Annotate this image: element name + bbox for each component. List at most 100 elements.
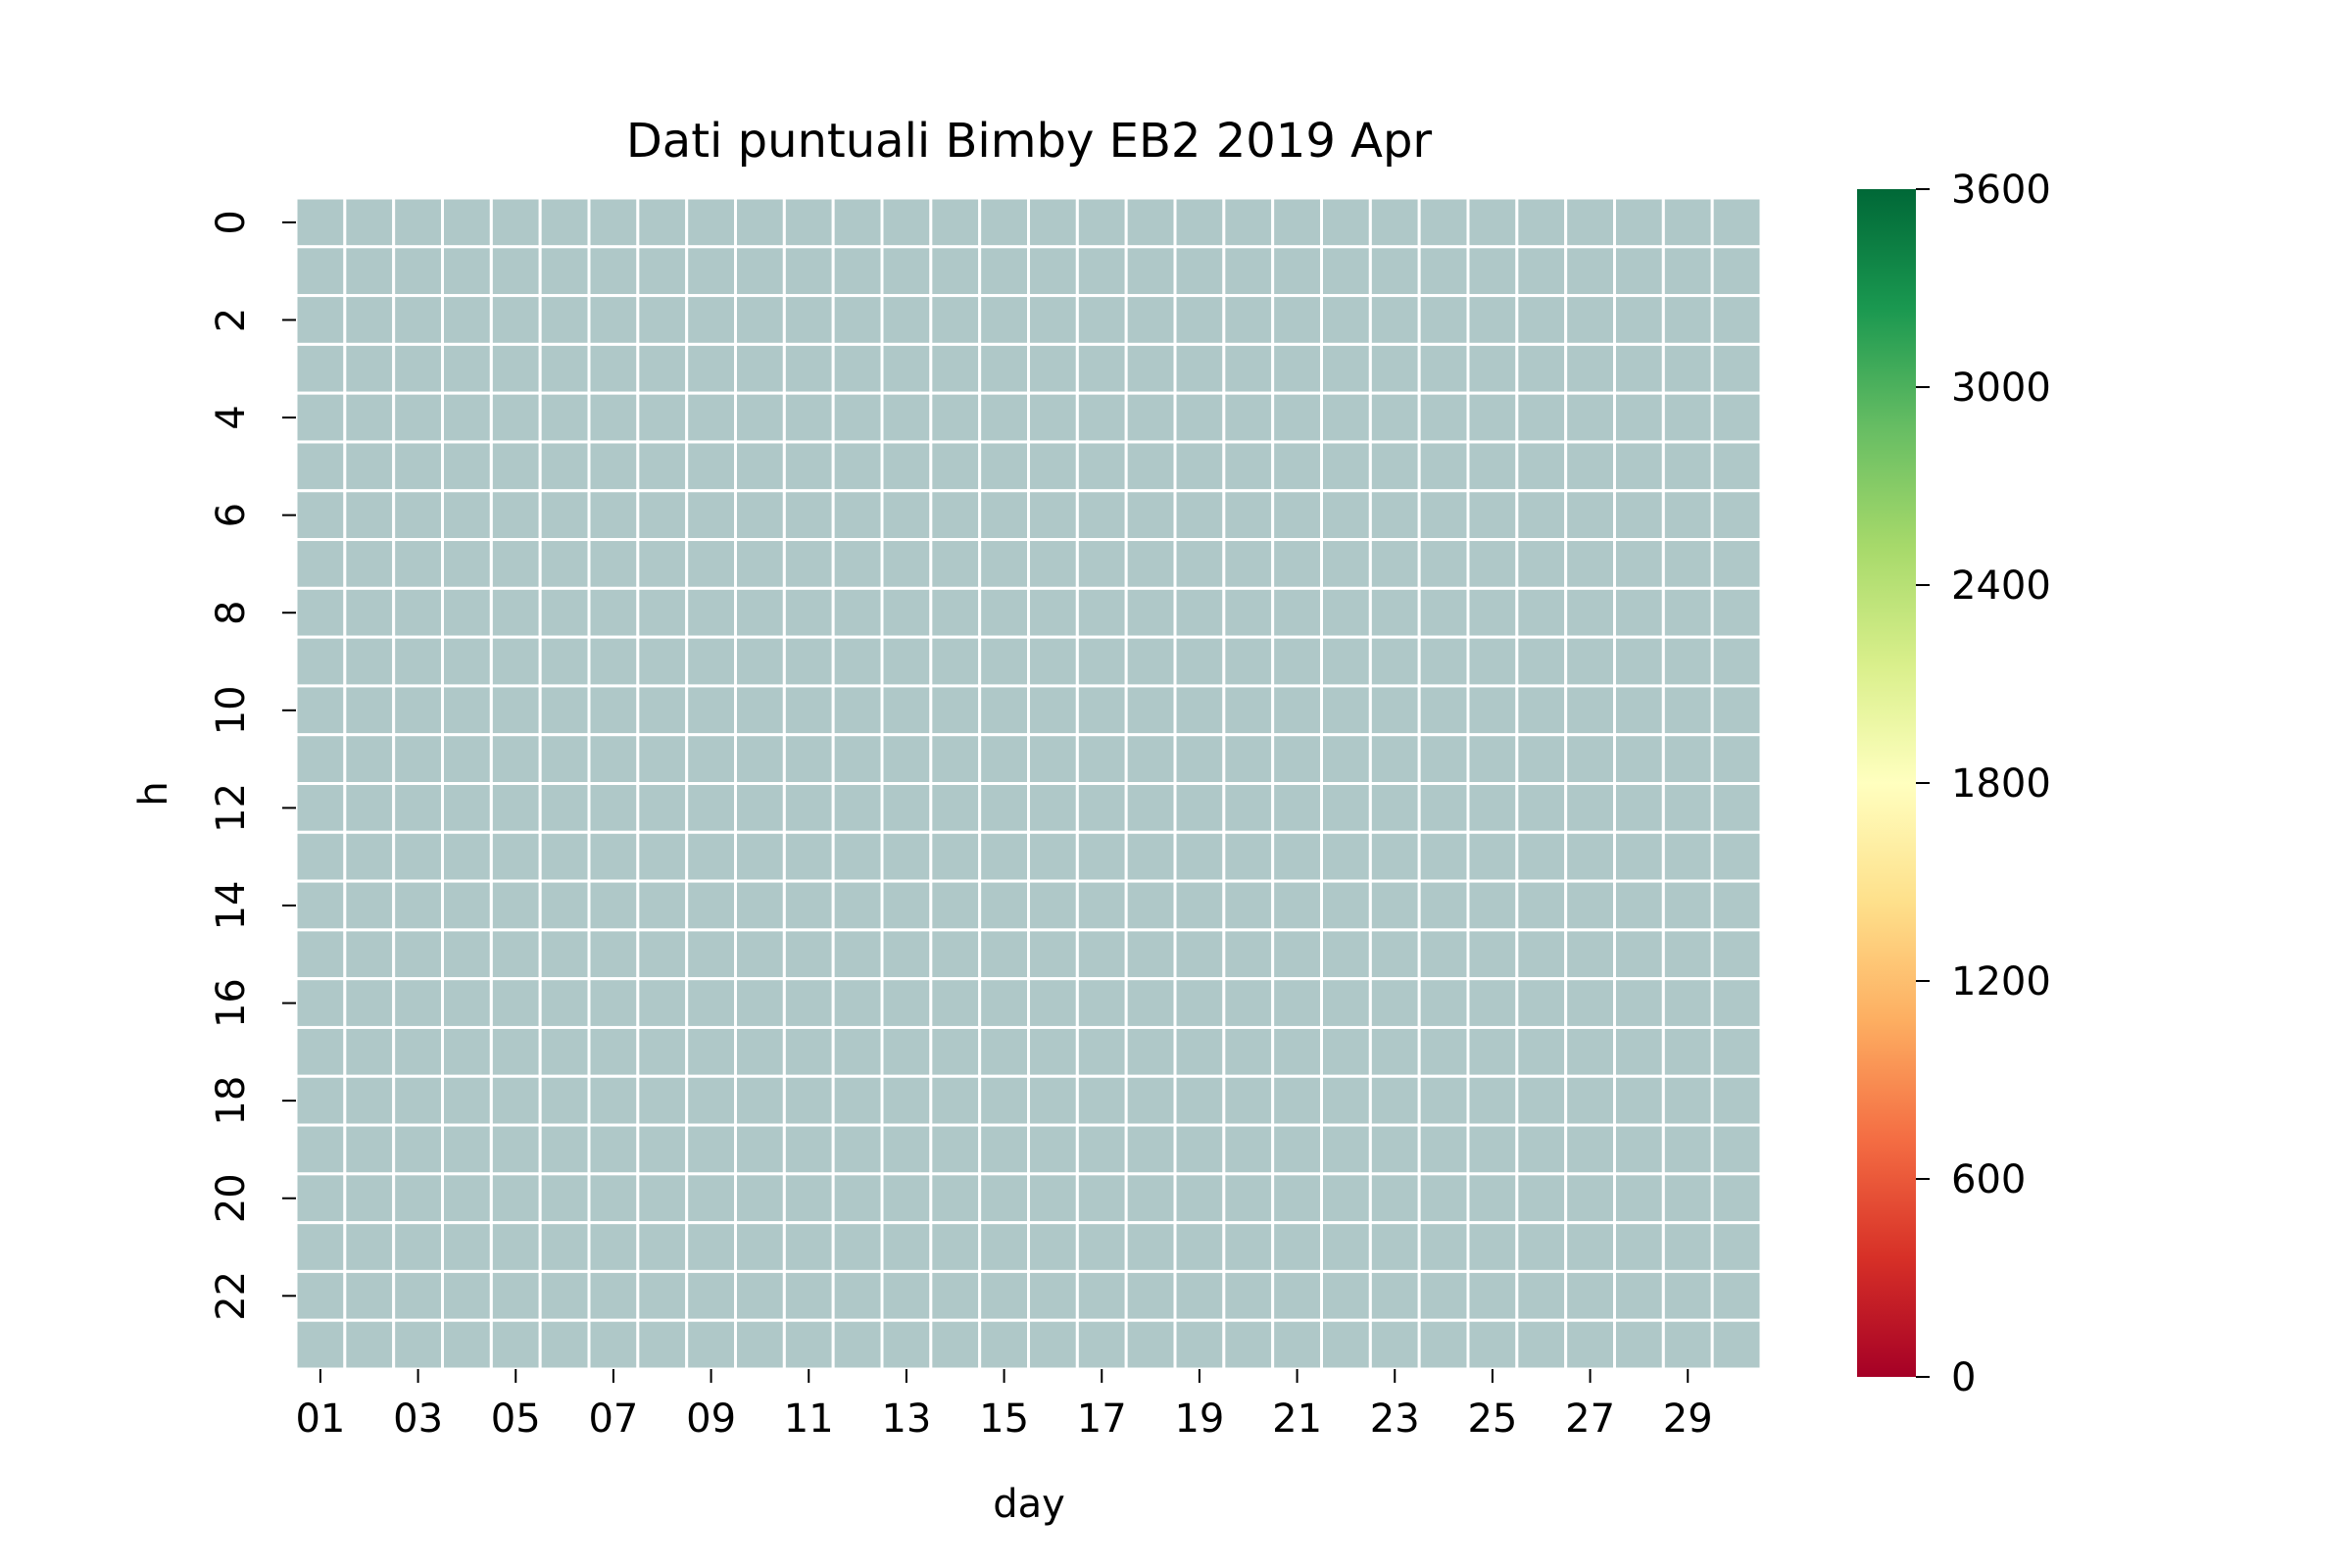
- heatmap-cell: [1417, 830, 1470, 883]
- heatmap-cell: [587, 879, 640, 932]
- heatmap-cell: [831, 1025, 884, 1078]
- heatmap-cell: [1124, 342, 1177, 395]
- heatmap-cell: [1710, 782, 1763, 834]
- heatmap-cell: [587, 294, 640, 346]
- heatmap-cell: [978, 928, 1031, 981]
- heatmap-cell: [1710, 684, 1763, 737]
- heatmap-cell: [489, 1025, 542, 1078]
- heatmap-cell: [1222, 391, 1275, 444]
- heatmap-cell: [538, 440, 591, 493]
- heatmap-cell: [685, 586, 738, 639]
- heatmap-cell: [1515, 782, 1568, 834]
- heatmap-cell: [392, 1221, 444, 1273]
- heatmap-cell: [1320, 440, 1372, 493]
- heatmap-cell: [734, 342, 786, 395]
- x-tick-label: 09: [686, 1396, 736, 1442]
- heatmap-cell: [587, 440, 640, 493]
- heatmap-cell: [1222, 489, 1275, 542]
- heatmap-cell: [685, 391, 738, 444]
- heatmap-cell: [978, 1074, 1031, 1127]
- heatmap-cell: [1613, 586, 1665, 639]
- heatmap-cell: [1661, 391, 1714, 444]
- y-tick-label: 14: [209, 881, 254, 931]
- heatmap-cell: [1027, 635, 1079, 688]
- heatmap-cell: [1075, 635, 1128, 688]
- heatmap-cell: [1124, 879, 1177, 932]
- heatmap-cell: [831, 830, 884, 883]
- heatmap-cell: [489, 1269, 542, 1322]
- heatmap-cell: [1661, 684, 1714, 737]
- heatmap-cell: [1613, 440, 1665, 493]
- heatmap-cell: [1124, 294, 1177, 346]
- heatmap-cell: [831, 342, 884, 395]
- heatmap-cell: [1710, 733, 1763, 785]
- heatmap-cell: [1515, 440, 1568, 493]
- heatmap-cell: [1271, 538, 1323, 590]
- colorbar-ticks: 0 600 1200 1800 2400 3000 3600: [1916, 168, 2051, 1400]
- heatmap-cell: [929, 1318, 982, 1371]
- heatmap-cell: [1417, 1172, 1470, 1225]
- heatmap-cell: [636, 1025, 689, 1078]
- heatmap-cell: [1320, 1025, 1372, 1078]
- heatmap-cell: [636, 635, 689, 688]
- heatmap-cell: [1466, 733, 1519, 785]
- heatmap-cell: [1124, 1318, 1177, 1371]
- heatmap-cell: [1320, 782, 1372, 834]
- heatmap-cell: [782, 1318, 835, 1371]
- heatmap-cell: [685, 489, 738, 542]
- heatmap-cell: [1124, 1269, 1177, 1322]
- heatmap-cell: [929, 684, 982, 737]
- heatmap-cell: [392, 928, 444, 981]
- heatmap-cell: [978, 782, 1031, 834]
- heatmap-cell: [392, 1123, 444, 1176]
- heatmap-cell: [294, 1318, 347, 1371]
- heatmap-cell: [1466, 684, 1519, 737]
- heatmap-cell: [1173, 586, 1226, 639]
- heatmap-cell: [1320, 294, 1372, 346]
- y-tick-label: 0: [209, 210, 254, 234]
- heatmap-cell: [880, 1269, 933, 1322]
- heatmap-cell: [1320, 977, 1372, 1029]
- heatmap-cell: [831, 1269, 884, 1322]
- heatmap-cell: [1027, 294, 1079, 346]
- heatmap-cell: [978, 684, 1031, 737]
- heatmap-cell: [685, 342, 738, 395]
- heatmap-cell: [1124, 1123, 1177, 1176]
- heatmap-cell: [1222, 928, 1275, 981]
- heatmap-cell: [1368, 635, 1421, 688]
- heatmap-cell: [489, 830, 542, 883]
- heatmap-cell: [1222, 245, 1275, 298]
- heatmap-cell: [489, 733, 542, 785]
- heatmap-cell: [1661, 245, 1714, 298]
- heatmap-cell: [1661, 830, 1714, 883]
- heatmap-cell: [1027, 1172, 1079, 1225]
- heatmap-cell: [1613, 196, 1665, 249]
- heatmap-cell: [929, 1123, 982, 1176]
- heatmap-cell: [1613, 1269, 1665, 1322]
- heatmap-cell: [1466, 538, 1519, 590]
- heatmap-cell: [392, 538, 444, 590]
- heatmap-cell: [538, 782, 591, 834]
- x-tick-label: 01: [295, 1396, 345, 1442]
- heatmap-cell: [1320, 733, 1372, 785]
- heatmap-cell: [685, 1025, 738, 1078]
- heatmap-cell: [929, 733, 982, 785]
- heatmap-cell: [1173, 1318, 1226, 1371]
- heatmap-cell: [1173, 245, 1226, 298]
- heatmap-cell: [538, 1221, 591, 1273]
- heatmap-cell: [392, 586, 444, 639]
- heatmap-cell: [343, 440, 396, 493]
- heatmap-cell: [1368, 782, 1421, 834]
- heatmap-cell: [1661, 879, 1714, 932]
- heatmap-cell: [1027, 391, 1079, 444]
- heatmap-cell: [1124, 684, 1177, 737]
- heatmap-cell: [489, 928, 542, 981]
- heatmap-cell: [880, 1123, 933, 1176]
- heatmap-cell: [1564, 977, 1616, 1029]
- heatmap-cell: [392, 635, 444, 688]
- heatmap-cell: [538, 1123, 591, 1176]
- heatmap-cell: [685, 733, 738, 785]
- heatmap-cell: [636, 538, 689, 590]
- heatmap-cell: [1613, 733, 1665, 785]
- heatmap-cell: [978, 1318, 1031, 1371]
